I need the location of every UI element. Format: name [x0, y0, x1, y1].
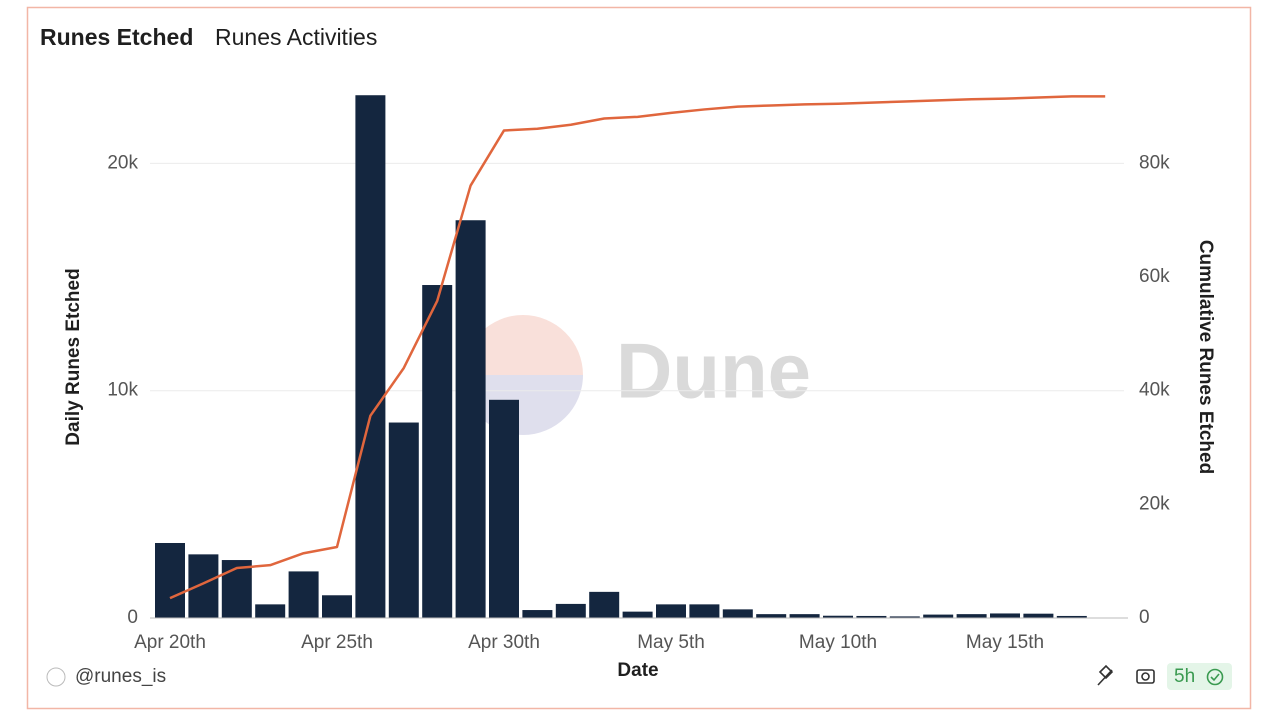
y2-tick-label: 60k [1139, 266, 1170, 287]
age: 5h [1174, 666, 1195, 687]
author-icon [46, 667, 66, 687]
y2-tick-label: 0 [1139, 607, 1150, 628]
bar [722, 609, 753, 618]
bar [388, 422, 419, 618]
bar [923, 614, 954, 618]
y-axis-label: Daily Runes Etched [63, 268, 84, 445]
watermark: Dune [463, 315, 811, 435]
y2-axis-label: Cumulative Runes Etched [1195, 240, 1216, 474]
bar [1056, 615, 1087, 618]
bar [689, 604, 720, 618]
bar [188, 554, 219, 618]
bar [1023, 613, 1054, 618]
check-icon [1206, 668, 1224, 686]
author[interactable]: @runes_is [75, 666, 166, 687]
bar [322, 595, 352, 618]
y2-tick-label: 20k [1139, 493, 1170, 514]
x-tick-label: May 10th [799, 632, 877, 653]
bar [221, 560, 252, 618]
x-tick-label: Apr 20th [134, 632, 206, 653]
bar [656, 604, 686, 618]
bar [622, 611, 653, 618]
bar [255, 604, 286, 618]
tab[interactable]: Runes Activities [215, 24, 377, 50]
bar [422, 285, 453, 618]
y-tick-label: 10k [107, 380, 138, 401]
bar [555, 603, 586, 618]
bar [455, 220, 486, 619]
bar [956, 614, 987, 618]
x-tick-label: May 5th [637, 632, 705, 653]
x-tick-label: May 15th [966, 632, 1044, 653]
y2-tick-label: 80k [1139, 152, 1170, 173]
bar [155, 542, 185, 618]
check-mark [1210, 673, 1220, 682]
tab-active[interactable]: Runes Etched [40, 24, 193, 50]
camera-icon[interactable] [1136, 669, 1155, 684]
x-axis-label: Date [617, 660, 658, 681]
bar [990, 613, 1020, 618]
watermark-text: Dune [616, 327, 811, 415]
bar [589, 591, 620, 618]
bar [823, 615, 853, 618]
y-tick-label: 20k [107, 152, 138, 173]
x-tick-label: Apr 25th [301, 632, 373, 653]
x-tick-label: Apr 30th [468, 632, 540, 653]
bar [288, 571, 319, 618]
bar [522, 610, 553, 618]
bar [889, 616, 920, 618]
bar [489, 399, 519, 618]
y2-tick-label: 40k [1139, 380, 1170, 401]
bar [789, 614, 820, 618]
y-tick-label: 0 [127, 607, 138, 628]
bar [756, 614, 787, 618]
line [169, 95, 1106, 600]
bar [355, 95, 386, 618]
share-icon[interactable] [1097, 664, 1114, 686]
bar [856, 615, 887, 618]
plot: 0 10k 20k 0 20k 40k 60k 80k Apr 20th Apr 25th Apr … [107, 95, 1170, 653]
